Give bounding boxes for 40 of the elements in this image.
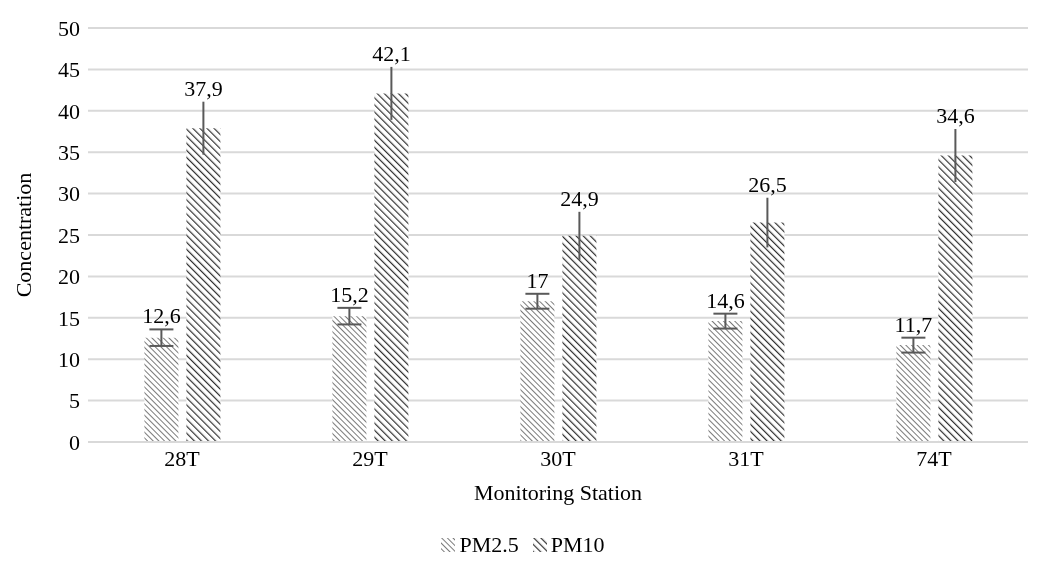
y-tick-label: 0 bbox=[69, 429, 80, 455]
y-tick-label: 30 bbox=[58, 181, 80, 207]
x-tick-label: 29T bbox=[352, 445, 389, 471]
data-label: 11,7 bbox=[894, 311, 933, 337]
bar bbox=[896, 345, 931, 442]
data-label: 26,5 bbox=[748, 171, 787, 197]
data-label: 42,1 bbox=[372, 40, 411, 66]
y-tick-label: 50 bbox=[58, 15, 80, 41]
bar bbox=[708, 321, 743, 442]
y-axis-title: Concentration bbox=[10, 172, 36, 298]
x-tick-label: 74T bbox=[916, 445, 953, 471]
legend-label: PM2.5 bbox=[459, 532, 519, 558]
y-tick-label: 40 bbox=[58, 98, 80, 124]
bar bbox=[144, 337, 179, 442]
bar bbox=[562, 235, 597, 442]
x-axis-title: Monitoring Station bbox=[473, 480, 643, 505]
bar bbox=[938, 155, 973, 442]
y-tick-label: 35 bbox=[58, 140, 80, 166]
data-label: 17 bbox=[526, 267, 549, 293]
bar bbox=[520, 301, 555, 442]
bar bbox=[750, 222, 785, 442]
x-tick-label: 28T bbox=[164, 445, 201, 471]
data-label: 15,2 bbox=[330, 281, 369, 307]
y-tick-label: 5 bbox=[69, 388, 80, 414]
x-tick-label: 31T bbox=[728, 445, 765, 471]
data-label: 34,6 bbox=[936, 103, 975, 129]
data-label: 14,6 bbox=[706, 287, 745, 313]
y-tick-label: 20 bbox=[58, 264, 80, 290]
y-tick-label: 25 bbox=[58, 222, 80, 248]
x-tick-label: 30T bbox=[540, 445, 577, 471]
data-label: 24,9 bbox=[560, 185, 599, 211]
data-label: 12,6 bbox=[142, 303, 181, 329]
bar bbox=[186, 128, 221, 442]
data-label: 37,9 bbox=[184, 75, 223, 101]
bar bbox=[332, 316, 367, 442]
legend-label: PM10 bbox=[550, 532, 605, 558]
y-tick-label: 45 bbox=[58, 57, 80, 83]
y-tick-label: 15 bbox=[58, 305, 80, 331]
bar bbox=[374, 93, 409, 442]
y-tick-label: 10 bbox=[58, 347, 80, 373]
